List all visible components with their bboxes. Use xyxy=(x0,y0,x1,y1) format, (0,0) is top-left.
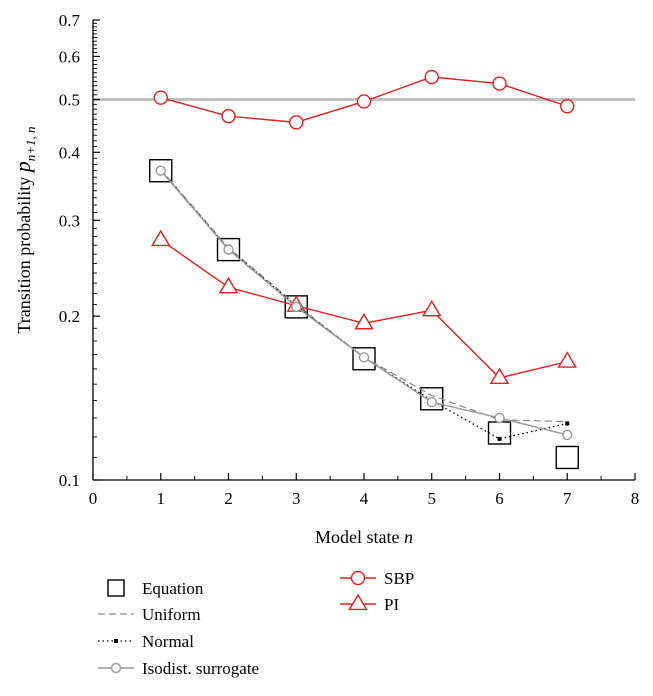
x-tick-label: 1 xyxy=(157,489,166,508)
equation-marker xyxy=(216,237,241,262)
legend-item-normal: Normal xyxy=(98,632,194,651)
y-tick-label: 0.6 xyxy=(59,47,80,66)
legend-square-icon xyxy=(107,579,125,597)
triangle-marker xyxy=(348,593,368,611)
triangle-marker xyxy=(557,351,578,368)
circle-marker xyxy=(155,165,166,176)
circle-marker xyxy=(221,108,236,124)
equation-marker xyxy=(555,445,579,470)
legend-item-pi: PI xyxy=(340,593,399,614)
x-tick-label: 4 xyxy=(360,489,369,508)
series-equation xyxy=(149,159,579,470)
circle-marker xyxy=(291,301,302,313)
dot-marker xyxy=(497,436,502,441)
y-tick-label: 0.5 xyxy=(59,91,80,110)
circle-marker xyxy=(560,99,575,114)
circle-marker xyxy=(426,396,437,408)
y-tick-label: 0.2 xyxy=(59,307,80,326)
dot-marker xyxy=(565,421,570,426)
circle-marker xyxy=(494,412,505,424)
legend-label: Isodist. surrogate xyxy=(142,659,259,678)
circle-marker xyxy=(358,352,370,363)
legend-item-uniform: Uniform xyxy=(98,605,201,624)
circle-marker xyxy=(289,115,304,130)
x-tick-label: 2 xyxy=(224,489,233,508)
series-normal xyxy=(158,168,570,441)
x-axis-title: Model state n xyxy=(315,527,413,547)
triangle-marker xyxy=(150,229,171,247)
circle-marker xyxy=(223,244,234,255)
axes: 0 1 2 3 4 5 6 7 8 0.1 0.2 0.3 0.4 0.5 0.6 0.7 xyxy=(59,11,640,508)
triangle-marker xyxy=(421,299,442,317)
circle-marker xyxy=(492,76,507,91)
y-tick-label: 0.3 xyxy=(59,211,80,230)
series-sbp xyxy=(153,69,575,130)
legend: Equation Uniform Normal Isodist. surrogate S… xyxy=(98,569,414,678)
series-line xyxy=(160,170,568,436)
y-tick-label: 0.7 xyxy=(59,11,81,30)
y-tick-label: 0.4 xyxy=(59,143,81,162)
circle-marker xyxy=(350,570,366,586)
triangle-marker xyxy=(354,312,374,330)
legend-label: SBP xyxy=(384,569,414,588)
equation-marker xyxy=(352,347,376,371)
series-isodist-surrogate xyxy=(155,165,573,441)
legend-item-sbp: SBP xyxy=(340,569,414,588)
x-tick-label: 7 xyxy=(563,489,572,508)
x-tick-label: 6 xyxy=(495,489,504,508)
circle-marker xyxy=(153,90,168,105)
legend-label: Normal xyxy=(142,632,194,651)
triangle-marker xyxy=(489,367,510,385)
circle-marker xyxy=(562,429,573,441)
equation-marker xyxy=(149,159,173,183)
legend-item-isodist-surrogate: Isodist. surrogate xyxy=(98,659,259,678)
series-line xyxy=(160,169,568,440)
legend-label: Equation xyxy=(142,579,204,598)
x-tick-label: 5 xyxy=(428,489,437,508)
circle-marker xyxy=(424,69,439,85)
circle-marker xyxy=(110,662,122,674)
circle-marker xyxy=(356,94,372,109)
x-tick-label: 3 xyxy=(292,489,301,508)
triangle-marker xyxy=(218,276,239,294)
legend-label: PI xyxy=(384,595,399,614)
y-axis-title: Transition probability pn+1, n xyxy=(10,126,38,333)
x-tick-label: 0 xyxy=(89,489,98,508)
legend-item-equation: Equation xyxy=(107,579,204,598)
x-tick-label: 8 xyxy=(631,489,640,508)
legend-label: Uniform xyxy=(142,605,201,624)
y-tick-label: 0.1 xyxy=(59,471,80,490)
dot-marker xyxy=(114,639,118,643)
series-layer xyxy=(149,69,579,470)
